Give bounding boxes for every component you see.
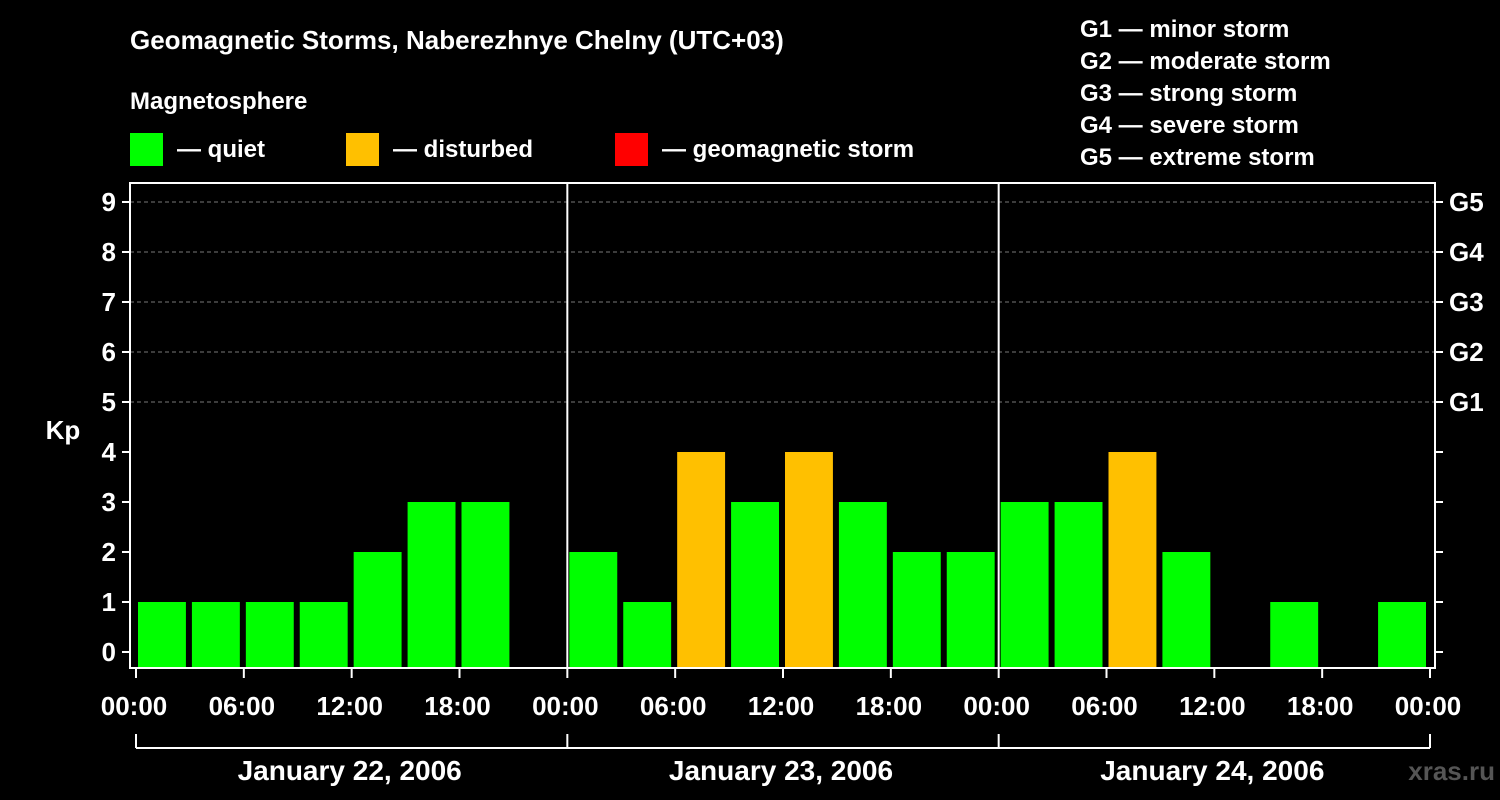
legend: — quiet — disturbed — geomagnetic storm: [130, 133, 914, 166]
storm-scale-item: G4 — severe storm: [1080, 112, 1299, 139]
x-tick-label: 00:00: [101, 691, 168, 721]
x-tick-label: 12:00: [1179, 691, 1246, 721]
storm-level-axis: G1 G2 G3 G4 G5: [1435, 187, 1484, 653]
storm-level-label: G4: [1449, 237, 1484, 267]
storm-scale-item: G5 — extreme storm: [1080, 144, 1315, 171]
kp-bar: [299, 602, 348, 668]
x-tick-label: 18:00: [424, 691, 491, 721]
kp-bar: [785, 452, 833, 668]
x-tick-label: 00:00: [1395, 691, 1462, 721]
legend-label: — geomagnetic storm: [662, 136, 914, 163]
legend-label: — quiet: [177, 136, 265, 163]
day-label: January 23, 2006: [669, 755, 893, 786]
x-tick-label: 18:00: [1287, 691, 1354, 721]
y-tick-label: 0: [102, 637, 116, 667]
day-label: January 24, 2006: [1100, 755, 1324, 786]
kp-bar: [1000, 502, 1049, 668]
kp-bar: [623, 602, 672, 668]
storm-scale-list: G1 — minor storm G2 — moderate storm G3 — …: [1080, 16, 1331, 171]
kp-bar: [353, 552, 402, 668]
storm-scale-item: G1 — minor storm: [1080, 16, 1289, 43]
watermark: xras.ru: [1408, 756, 1495, 786]
kp-bar: [569, 552, 618, 668]
kp-bar: [1270, 602, 1319, 668]
day-label: January 22, 2006: [238, 755, 462, 786]
y-tick-label: 3: [102, 487, 116, 517]
kp-bar: [838, 502, 887, 668]
storm-level-label: G5: [1449, 187, 1484, 217]
kp-bar: [677, 452, 726, 668]
y-tick-label: 8: [102, 237, 116, 267]
y-tick-label: 6: [102, 337, 116, 367]
legend-swatch: [130, 133, 163, 166]
legend-label: — disturbed: [393, 136, 533, 163]
y-tick-label: 2: [102, 537, 116, 567]
y-tick-label: 5: [102, 387, 116, 417]
chart-title: Geomagnetic Storms, Naberezhnye Chelny (…: [130, 25, 784, 55]
kp-bar: [1162, 552, 1211, 668]
y-axis: 0 1 2 3 4 5 6 7 8 9: [102, 187, 130, 667]
y-axis-label: Kp: [46, 415, 81, 445]
legend-swatch: [346, 133, 379, 166]
storm-level-label: G2: [1449, 337, 1484, 367]
x-tick-label: 06:00: [209, 691, 276, 721]
kp-bar: [461, 502, 510, 668]
y-tick-label: 7: [102, 287, 116, 317]
plot-frame: [129, 182, 1436, 669]
kp-bar: [191, 602, 240, 668]
bars: [138, 452, 1426, 668]
x-tick-label: 06:00: [640, 691, 707, 721]
x-tick-label: 18:00: [856, 691, 923, 721]
legend-title: Magnetosphere: [130, 88, 307, 115]
kp-bar: [245, 602, 294, 668]
storm-scale-item: G2 — moderate storm: [1080, 48, 1331, 75]
grid: [130, 201, 1435, 403]
x-tick-label: 00:00: [532, 691, 599, 721]
storm-level-label: G1: [1449, 387, 1484, 417]
kp-bar: [946, 552, 995, 668]
y-tick-label: 9: [102, 187, 116, 217]
kp-bar: [1108, 452, 1157, 668]
storm-level-label: G3: [1449, 287, 1484, 317]
kp-bar: [138, 602, 186, 668]
legend-swatch: [615, 133, 648, 166]
kp-bar: [1054, 502, 1103, 668]
kp-bar: [731, 502, 779, 668]
kp-bar: [1378, 602, 1426, 668]
storm-scale-item: G3 — strong storm: [1080, 80, 1297, 107]
y-tick-label: 4: [102, 437, 117, 467]
kp-bar: [407, 502, 456, 668]
x-axis: 00:00 06:00 12:00 18:00 00:00 06:00 12:00 18:00…: [101, 668, 1462, 786]
x-tick-label: 12:00: [316, 691, 383, 721]
x-tick-label: 06:00: [1071, 691, 1138, 721]
x-tick-label: 12:00: [748, 691, 815, 721]
kp-bar: [892, 552, 941, 668]
y-tick-label: 1: [102, 587, 116, 617]
plot-border: [129, 182, 1436, 669]
x-tick-label: 00:00: [963, 691, 1030, 721]
